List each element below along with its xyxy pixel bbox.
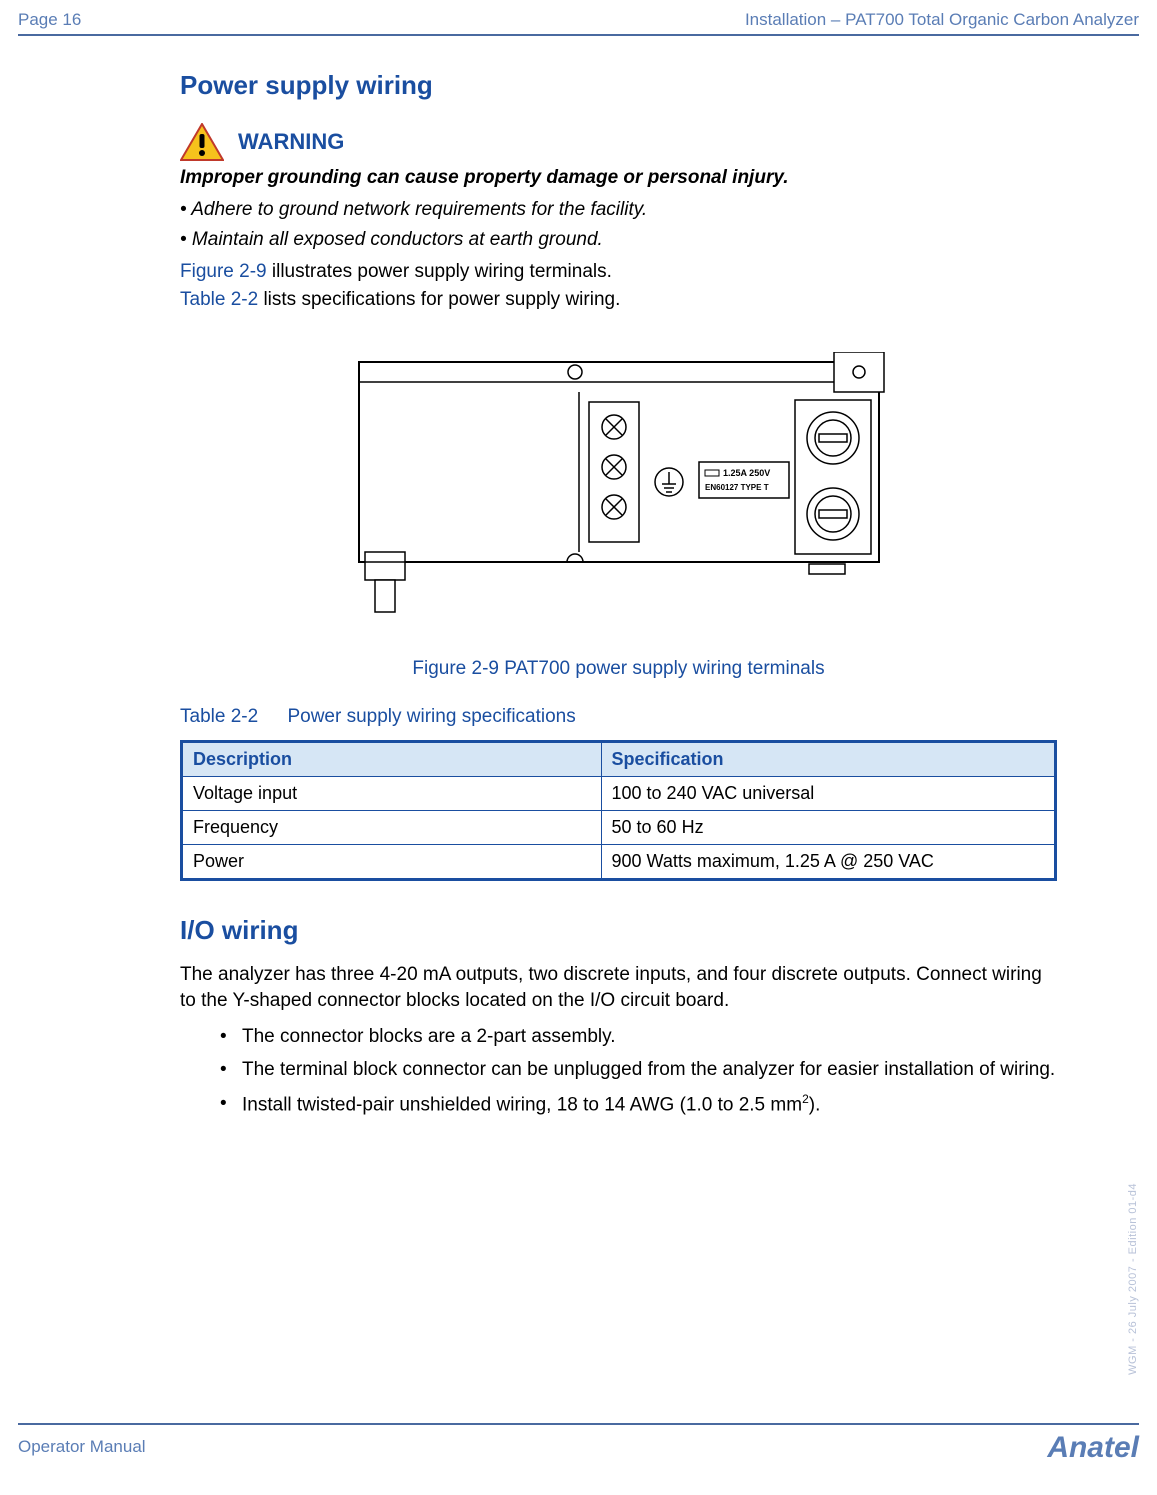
main-content: Power supply wiring WARNING Improper gro… <box>180 70 1057 1126</box>
list-item: Install twisted-pair unshielded wiring, … <box>220 1091 1057 1118</box>
table-row: Power 900 Watts maximum, 1.25 A @ 250 VA… <box>182 845 1056 880</box>
table-cell: 50 to 60 Hz <box>601 811 1055 845</box>
warning-bullet-2: • Maintain all exposed conductors at ear… <box>180 229 1057 251</box>
bullet3-sup: 2 <box>802 1092 809 1106</box>
figure-illustration: 1.25A 250V EN60127 TYPE T <box>339 352 899 642</box>
table-cell: Voltage input <box>182 777 602 811</box>
header-doc-title: Installation – PAT700 Total Organic Carb… <box>745 10 1139 30</box>
table-cell: 900 Watts maximum, 1.25 A @ 250 VAC <box>601 845 1055 880</box>
table-row: Voltage input 100 to 240 VAC universal <box>182 777 1056 811</box>
spec-table: Description Specification Voltage input … <box>180 740 1057 881</box>
table-cell: Frequency <box>182 811 602 845</box>
bullet3-tail: ). <box>809 1094 821 1115</box>
figure-caption: Figure 2-9 PAT700 power supply wiring te… <box>180 658 1057 680</box>
section-heading-io-wiring: I/O wiring <box>180 915 1057 946</box>
table-ref-rest: lists specifications for power supply wi… <box>258 289 620 310</box>
table-cell: 100 to 240 VAC universal <box>601 777 1055 811</box>
figure-ref-line: Figure 2-9 illustrates power supply wiri… <box>180 259 1057 285</box>
side-revision-text: WGM - 26 July 2007 - Edition 01-d4 <box>1127 1183 1139 1375</box>
figure-wrap: 1.25A 250V EN60127 TYPE T <box>180 352 1057 642</box>
table-col-specification: Specification <box>601 742 1055 777</box>
table-ref-link[interactable]: Table 2-2 <box>180 289 258 310</box>
table-caption-title: Power supply wiring specifications <box>287 706 575 727</box>
list-item: The connector blocks are a 2-part assemb… <box>220 1024 1057 1050</box>
table-row: Frequency 50 to 60 Hz <box>182 811 1056 845</box>
footer-left: Operator Manual <box>18 1437 146 1457</box>
warning-main-text: Improper grounding can cause property da… <box>180 167 1057 189</box>
header-rule <box>18 34 1139 36</box>
figure-ref-rest: illustrates power supply wiring terminal… <box>267 261 612 282</box>
warning-icon <box>180 123 224 161</box>
header-page-number: Page 16 <box>18 10 81 30</box>
table-caption-number: Table 2-2 <box>180 706 258 727</box>
table-ref-line: Table 2-2 lists specifications for power… <box>180 287 1057 313</box>
table-cell: Power <box>182 845 602 880</box>
bullet3-text: Install twisted-pair unshielded wiring, … <box>242 1094 802 1115</box>
table-caption: Table 2-2 Power supply wiring specificat… <box>180 706 1057 728</box>
fuse-label-2: EN60127 TYPE T <box>705 483 769 492</box>
table-col-description: Description <box>182 742 602 777</box>
figure-ref-link[interactable]: Figure 2-9 <box>180 261 267 282</box>
warning-bullet-1: • Adhere to ground network requirements … <box>180 199 1057 221</box>
warning-label: WARNING <box>238 129 344 155</box>
io-wiring-bullets: The connector blocks are a 2-part assemb… <box>180 1024 1057 1118</box>
io-wiring-paragraph: The analyzer has three 4-20 mA outputs, … <box>180 962 1057 1013</box>
list-item: The terminal block connector can be unpl… <box>220 1057 1057 1083</box>
footer-right-brand: Anatel <box>1047 1431 1139 1465</box>
warning-row: WARNING <box>180 123 1057 161</box>
table-header-row: Description Specification <box>182 742 1056 777</box>
section-heading-power-supply: Power supply wiring <box>180 70 1057 101</box>
fuse-label-1: 1.25A 250V <box>723 468 770 478</box>
footer-rule <box>18 1423 1139 1425</box>
